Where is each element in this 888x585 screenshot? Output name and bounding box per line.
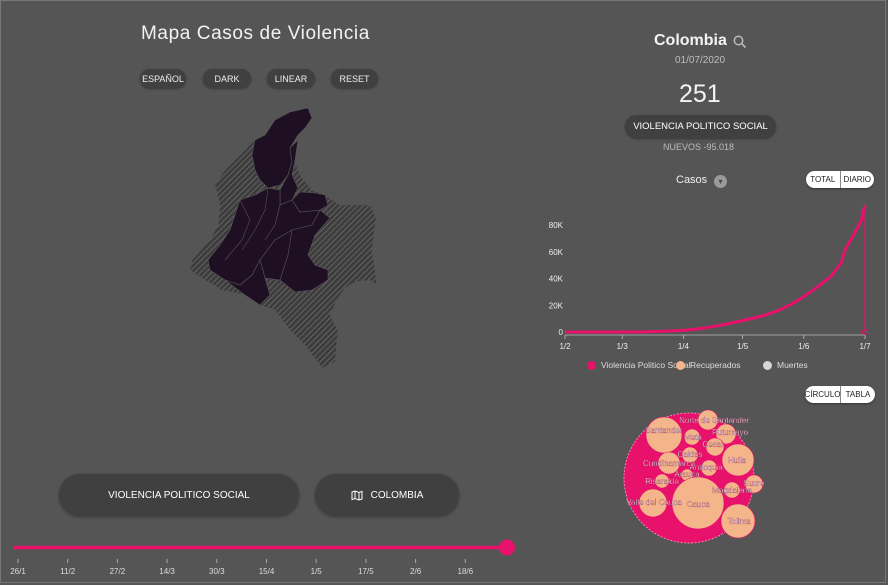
category-selector-label: VIOLENCIA POLITICO SOCIAL [108, 489, 250, 501]
region-selector-label: COLOMBIA [370, 489, 424, 501]
legend-item-muertes[interactable]: Muertes [763, 359, 808, 371]
metric-dropdown-button[interactable]: ▾ [714, 175, 727, 188]
timeline-tick-label: 18/6 [458, 567, 474, 576]
region-selector-button[interactable]: COLOMBIA [315, 474, 459, 516]
page-title: Mapa Casos de Violencia [141, 23, 370, 44]
timeline-slider[interactable]: 26/1 11/2 27/2 14/3 30/3 15/4 1/5 17/5 2/6 18/6 [0, 535, 530, 585]
region-bubble-label: Arauca [674, 470, 700, 479]
new-cases-text: NUEVOS -95.018 [663, 142, 735, 152]
region-bubble-label: Santander [646, 426, 683, 435]
category-selector-button[interactable]: VIOLENCIA POLITICO SOCIAL [59, 474, 299, 516]
x-tick-label: 1/2 [559, 342, 571, 351]
timeline-tick-label: 17/5 [358, 567, 374, 576]
daily-toggle-button[interactable]: DIARIO [839, 171, 875, 188]
category-badge-label: VIOLENCIA POLITICO SOCIAL [633, 121, 768, 132]
table-view-button[interactable]: TABLA [840, 386, 875, 403]
legend-label: Recuperados [690, 360, 741, 370]
region-bubble[interactable] [681, 446, 699, 464]
region-bubble-label: Meta [684, 433, 702, 442]
timeline-tick-label: 1/5 [311, 567, 323, 576]
legend-item-recuperados[interactable]: Recuperados [676, 359, 741, 371]
map-region-south[interactable] [224, 259, 271, 306]
category-badge[interactable]: VIOLENCIA POLITICO SOCIAL [625, 115, 776, 138]
region-bubble[interactable] [720, 503, 756, 539]
metric-label: Casos [676, 174, 708, 186]
legend-item-violencia[interactable]: Violencia Politico Social [587, 359, 691, 371]
y-tick-label: 80K [549, 221, 564, 230]
region-bubble[interactable] [638, 488, 668, 518]
region-bubble-label: Caldas [678, 450, 703, 459]
region-bubble-label: Huila [728, 456, 747, 465]
timeline-tick-label: 27/2 [110, 567, 126, 576]
country-name: Colombia [654, 32, 727, 49]
cases-line-chart: 0 20K 40K 60K 80K 1/2 1/3 1/4 1/5 1/6 1/7 [549, 204, 871, 351]
region-bubble[interactable] [705, 437, 725, 457]
region-bubble[interactable] [683, 428, 701, 446]
search-icon[interactable] [733, 35, 747, 49]
region-bubble-label: Tolima [727, 517, 751, 526]
region-bubble-label: Norte de Santander [679, 416, 749, 425]
region-bubble[interactable] [697, 409, 719, 431]
timeline-tick-label: 14/3 [159, 567, 175, 576]
x-tick-label: 1/5 [737, 342, 749, 351]
y-tick-label: 20K [549, 301, 564, 310]
y-tick-label: 60K [549, 248, 564, 257]
legend-dot [676, 360, 685, 370]
circle-view-button[interactable]: CÍRCULO [805, 390, 841, 399]
region-bubble-label: Cauca [686, 500, 710, 509]
timeline-tick-label: 11/2 [60, 567, 76, 576]
region-bubble[interactable] [700, 459, 718, 477]
region-bubble-label: Magdalena [712, 486, 752, 495]
region-bubble-label: Sucre [744, 479, 765, 488]
region-bubble-label: Antioquia [689, 463, 723, 472]
region-bubble[interactable] [645, 416, 683, 454]
map-icon [351, 489, 363, 501]
colombia-map[interactable] [180, 100, 400, 375]
x-tick-label: 1/3 [617, 342, 629, 351]
region-bubble[interactable] [721, 443, 755, 477]
y-tick-label: 40K [549, 275, 564, 284]
region-bubble[interactable] [723, 481, 741, 499]
region-bubble[interactable] [671, 476, 725, 530]
map-region-east[interactable] [291, 191, 329, 213]
dark-mode-button[interactable]: DARK [203, 69, 251, 88]
legend-dot [587, 360, 596, 370]
region-bubble[interactable] [744, 474, 764, 494]
region-bubble-label: Cesar [702, 440, 724, 449]
x-tick-label: 1/7 [859, 342, 871, 351]
region-bubble[interactable] [654, 473, 670, 489]
mode-toggle[interactable]: TOTAL DIARIO [806, 171, 874, 188]
reset-button[interactable]: RESET [331, 69, 378, 88]
series-line-violencia [565, 204, 867, 334]
region-bubble[interactable] [715, 423, 737, 445]
map-region-north[interactable] [251, 107, 313, 189]
x-tick-label: 1/6 [798, 342, 810, 351]
legend-label: Violencia Politico Social [601, 360, 691, 370]
case-count: 251 [679, 80, 721, 108]
x-tick-label: 1/4 [678, 342, 690, 351]
timeline-tick-label: 15/4 [259, 567, 275, 576]
region-bubble-label: Valle del Cauca [626, 498, 682, 507]
timeline-handle[interactable] [499, 539, 515, 556]
region-bubble-label: Putumayo [712, 428, 749, 437]
map-region-meta[interactable] [259, 209, 331, 293]
legend-label: Muertes [777, 360, 808, 370]
timeline-tick-label: 2/6 [410, 567, 422, 576]
linear-scale-button[interactable]: LINEAR [267, 69, 315, 88]
legend-dot [763, 360, 772, 370]
region-bubble-label: Risaralda [645, 477, 679, 486]
chevron-down-icon: ▾ [718, 177, 723, 186]
timeline-tick-label: 26/1 [10, 567, 26, 576]
language-button[interactable]: ESPAÑOL [140, 69, 186, 88]
y-tick-label: 0 [559, 328, 564, 337]
region-bubble[interactable] [657, 451, 681, 475]
total-toggle-button[interactable]: TOTAL [810, 175, 836, 184]
current-date: 01/07/2020 [675, 55, 726, 66]
timeline-tick-label: 30/3 [209, 567, 225, 576]
view-toggle[interactable]: CÍRCULO TABLA [805, 386, 875, 403]
region-bubble-label: Cundinamarca [643, 459, 696, 468]
